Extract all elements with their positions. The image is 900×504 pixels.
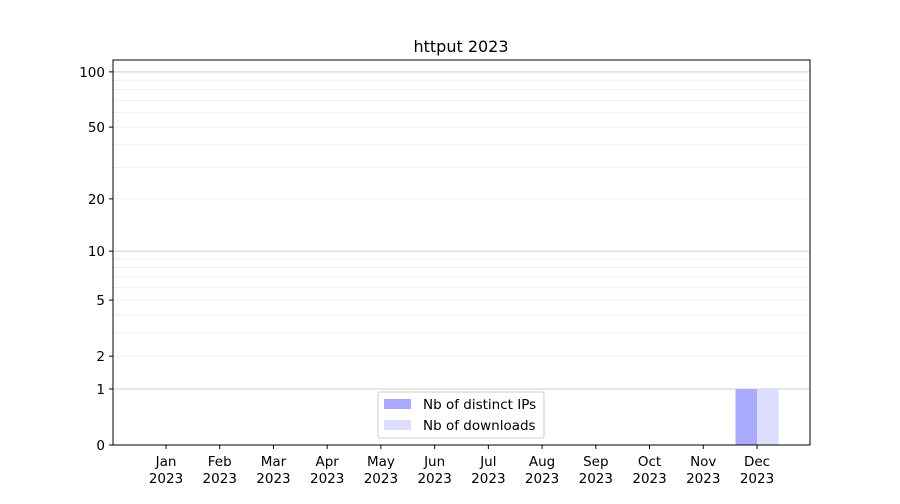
x-tick-label: Jun <box>423 454 445 470</box>
y-tick-label: 20 <box>88 192 105 208</box>
x-tick-label: 2023 <box>740 471 774 487</box>
x-tick-label: 2023 <box>310 471 344 487</box>
x-tick-label: 2023 <box>525 471 559 487</box>
x-tick-label: Apr <box>316 454 340 470</box>
bar-distinct-ips <box>735 388 757 445</box>
bar-downloads <box>757 388 779 445</box>
x-tick-label: May <box>367 454 395 470</box>
y-tick-label: 2 <box>96 349 105 365</box>
legend-swatch-distinct-ips <box>384 399 411 409</box>
y-tick-label: 0 <box>96 438 105 454</box>
x-tick-label: 2023 <box>203 471 237 487</box>
x-tick-label: Jan <box>155 454 177 470</box>
legend-swatch-downloads <box>384 420 411 430</box>
x-tick-label: 2023 <box>417 471 451 487</box>
chart-title: httput 2023 <box>413 37 508 56</box>
x-tick-label: 2023 <box>364 471 398 487</box>
y-tick-label: 1 <box>96 382 105 398</box>
x-tick-label: Mar <box>261 454 287 470</box>
legend-label-downloads: Nb of downloads <box>423 418 536 434</box>
x-tick-label: 2023 <box>632 471 666 487</box>
x-tick-label: Oct <box>638 454 661 470</box>
y-tick-label: 50 <box>88 120 105 136</box>
x-tick-label: Nov <box>690 454 716 470</box>
x-tick-label: 2023 <box>256 471 290 487</box>
x-tick-label: Aug <box>529 454 555 470</box>
x-tick-label: 2023 <box>579 471 613 487</box>
legend-label-distinct-ips: Nb of distinct IPs <box>423 397 536 413</box>
x-tick-label: 2023 <box>686 471 720 487</box>
x-tick-label: 2023 <box>471 471 505 487</box>
y-tick-label: 5 <box>96 293 105 309</box>
x-tick-label: Dec <box>744 454 770 470</box>
x-tick-label: 2023 <box>149 471 183 487</box>
plot-frame <box>112 59 811 446</box>
x-tick-label: Sep <box>583 454 608 470</box>
x-tick-label: Jul <box>479 454 496 470</box>
legend: Nb of distinct IPs Nb of downloads <box>377 391 545 439</box>
y-tick-label: 100 <box>79 65 105 81</box>
x-tick-label: Feb <box>208 454 232 470</box>
legend-box <box>377 391 545 439</box>
y-tick-label: 10 <box>88 244 105 260</box>
